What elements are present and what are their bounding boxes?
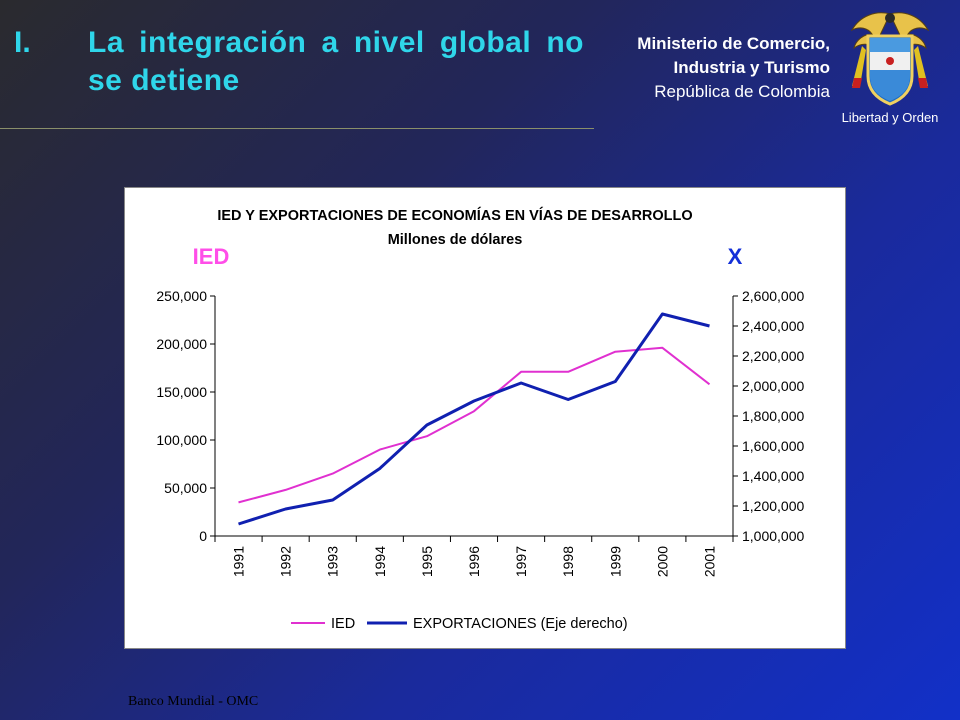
- slide-title: I. La integración a nivel global no se d…: [14, 24, 584, 100]
- left-tick-label: 100,000: [156, 432, 207, 448]
- x-tick-label: 1994: [372, 546, 388, 577]
- line-chart: IED Y EXPORTACIONES DE ECONOMÍAS EN VÍAS…: [156, 207, 804, 632]
- right-tick-label: 1,200,000: [742, 498, 804, 514]
- x-tick-label: 1999: [607, 546, 623, 577]
- left-tick-label: 250,000: [156, 288, 207, 304]
- ministry-block: Ministerio de Comercio, Industria y Turi…: [637, 32, 830, 104]
- right-tick-label: 1,000,000: [742, 528, 804, 544]
- right-tick-label: 2,600,000: [742, 288, 804, 304]
- left-tick-label: 0: [199, 528, 207, 544]
- x-tick-label: 1997: [513, 546, 529, 577]
- chart-panel: IED Y EXPORTACIONES DE ECONOMÍAS EN VÍAS…: [124, 187, 846, 649]
- exports-series-line: [238, 312, 710, 526]
- x-tick-label: 1995: [419, 546, 435, 577]
- crest-motto: Libertad y Orden: [842, 110, 939, 125]
- ministry-line-2: Industria y Turismo: [673, 58, 831, 77]
- x-tick-label: 2001: [701, 546, 717, 577]
- x-tick-label: 1998: [560, 546, 576, 577]
- right-tick-label: 2,400,000: [742, 318, 804, 334]
- right-tick-label: 1,400,000: [742, 468, 804, 484]
- right-axis-label: X: [728, 244, 743, 269]
- left-axis-label: IED: [193, 244, 230, 269]
- left-tick-label: 200,000: [156, 336, 207, 352]
- x-tick-label: 1993: [325, 546, 341, 577]
- left-tick-label: 150,000: [156, 384, 207, 400]
- right-tick-label: 1,800,000: [742, 408, 804, 424]
- ministry-line-1: Ministerio de Comercio,: [637, 34, 830, 53]
- right-tick-label: 2,200,000: [742, 348, 804, 364]
- slide-title-text: La integración a nivel global no se deti…: [88, 26, 584, 97]
- source-note: Banco Mundial - OMC: [128, 694, 259, 709]
- title-divider: [0, 128, 594, 129]
- x-tick-label: 2000: [654, 546, 670, 577]
- legend-label-ied: IED: [331, 616, 355, 632]
- chart-title: IED Y EXPORTACIONES DE ECONOMÍAS EN VÍAS…: [217, 207, 692, 224]
- chart-subtitle: Millones de dólares: [388, 232, 523, 248]
- coat-of-arms-icon: Libertad y Orden: [842, 12, 939, 125]
- x-tick-label: 1991: [231, 546, 247, 577]
- x-tick-label: 1996: [466, 546, 482, 577]
- ministry-line-3: República de Colombia: [654, 82, 830, 101]
- right-tick-label: 2,000,000: [742, 378, 804, 394]
- ied-series-line: [238, 346, 711, 504]
- legend-label-exports: EXPORTACIONES (Eje derecho): [413, 616, 628, 632]
- x-tick-label: 1992: [278, 546, 294, 577]
- slide-number: I.: [14, 26, 31, 59]
- left-tick-label: 50,000: [164, 480, 207, 496]
- right-tick-label: 1,600,000: [742, 438, 804, 454]
